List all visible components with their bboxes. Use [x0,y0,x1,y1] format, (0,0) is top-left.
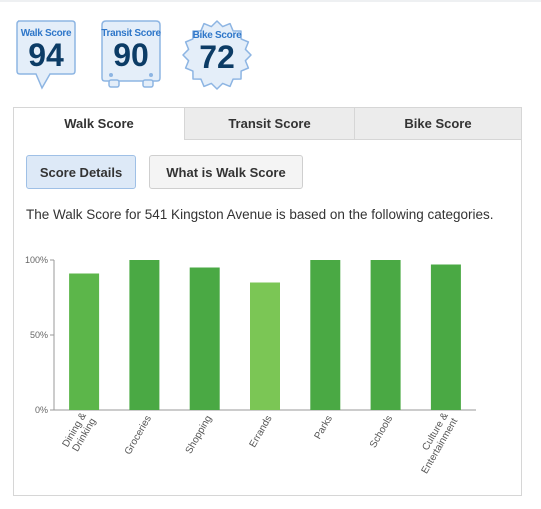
gear-icon [182,20,252,90]
score-details-button[interactable]: Score Details [26,155,136,189]
x-category-label: Shopping [184,414,215,456]
speech-bubble-icon [16,20,76,90]
score-tabs: Walk Score Transit Score Bike Score [14,108,521,140]
chart-bar[interactable] [310,260,341,410]
x-category-label: Schools [368,414,395,450]
x-category-label: Culture &Entertainment [410,411,460,476]
transit-score-label: Transit Score [101,28,161,39]
x-category-label: Errands [248,414,275,450]
x-category-label: Parks [313,414,335,442]
score-badges: Walk Score 94 Transit Score 90 Bike Scor… [14,18,274,98]
tab-bike-score[interactable]: Bike Score [354,108,521,140]
walk-score-value: 94 [28,37,64,73]
tab-walk-score[interactable]: Walk Score [14,108,184,140]
y-tick-label: 50% [30,330,48,340]
walk-score-chart: 100% 50% 0% Dining &Drinking Groceries Shopp… [25,255,476,476]
what-is-walk-score-button[interactable]: What is Walk Score [149,155,303,189]
bike-score-badge[interactable]: Bike Score 72 [182,18,252,90]
score-panel: Walk Score Transit Score Bike Score Scor… [13,107,522,496]
transit-score-value: 90 [113,37,149,73]
bus-icon [101,20,161,88]
bike-score-value: 72 [199,39,235,75]
walk-score-badge[interactable]: Walk Score 94 [14,18,78,90]
walk-score-label: Walk Score [20,28,72,39]
transit-score-badge[interactable]: Transit Score 90 [99,18,163,88]
chart-bar[interactable] [370,260,401,410]
x-category-label: Dining &Drinking [61,411,99,455]
chart-bar[interactable] [430,264,461,411]
score-description: The Walk Score for 541 Kingston Avenue i… [26,207,494,222]
chart-bar[interactable] [129,260,160,410]
chart-bar[interactable] [189,267,220,411]
chart-bar[interactable] [250,282,280,411]
x-category-label: Groceries [123,414,154,457]
chart-bar[interactable] [69,273,100,411]
y-tick-label: 0% [35,405,48,415]
bike-score-label: Bike Score [192,30,242,41]
tab-transit-score[interactable]: Transit Score [184,108,354,140]
y-tick-label: 100% [25,255,48,265]
top-divider [0,0,541,2]
